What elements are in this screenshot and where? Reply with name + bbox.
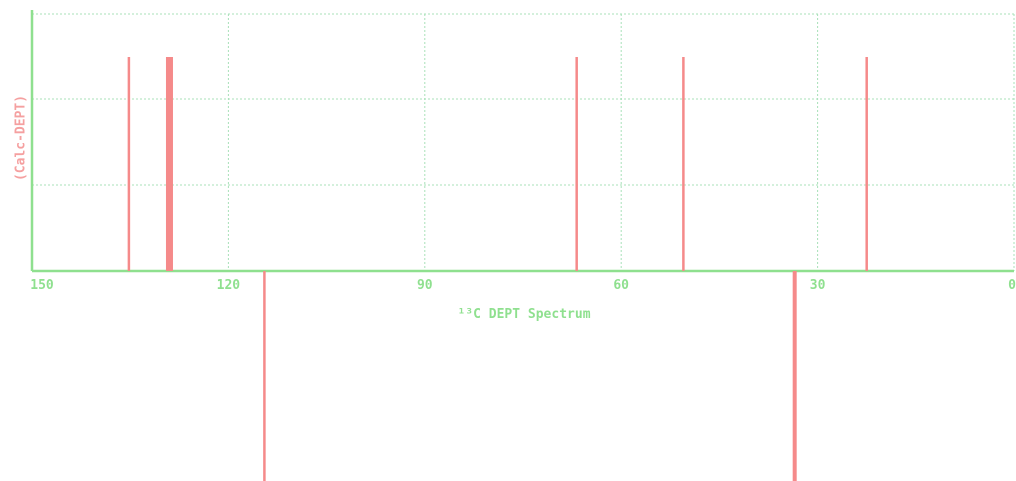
x-tick-label: 120: [217, 278, 241, 293]
y-axis-title: (Calc-DEPT): [14, 95, 29, 181]
peaks: [127, 57, 868, 481]
x-tick-label: 150: [30, 278, 54, 293]
x-tick-label: 0: [1008, 278, 1016, 293]
x-tick-label: 30: [810, 278, 826, 293]
x-tick-labels: 150 120 90 60 30 0: [30, 278, 1016, 293]
axes: [30, 10, 1014, 273]
x-tick-label: 90: [417, 278, 433, 293]
x-axis-title: ¹³C DEPT Spectrum: [457, 307, 590, 322]
x-tick-label: 60: [613, 278, 629, 293]
